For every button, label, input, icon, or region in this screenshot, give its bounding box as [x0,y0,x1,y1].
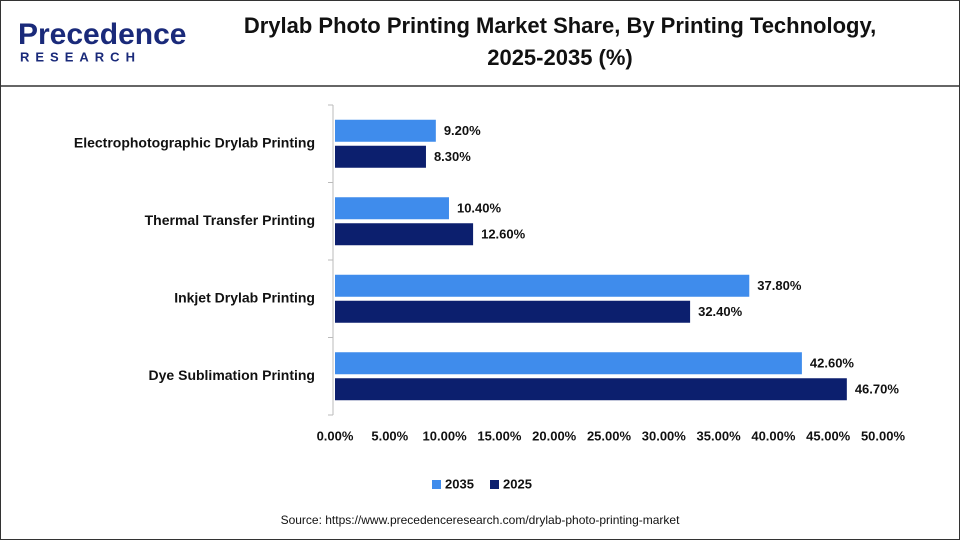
value-label: 37.80% [757,278,802,293]
bar [335,145,426,168]
y-tick-label: Inkjet Drylab Printing [174,289,315,305]
x-tick-label: 40.00% [751,428,796,443]
x-tick-label: 0.00% [317,428,354,443]
source: Source: https://www.precedenceresearch.c… [281,513,681,527]
value-label: 32.40% [698,304,743,319]
legend-swatch [432,480,441,489]
bar [335,378,847,401]
chart-title: 2025-2035 (%) [487,45,633,70]
legend-swatch [490,480,499,489]
bar [335,119,436,142]
bar [335,352,802,375]
bar [335,223,474,246]
value-label: 12.60% [481,227,526,242]
bar [335,300,691,323]
logo-name: Precedence [18,18,186,51]
x-tick-label: 5.00% [371,428,408,443]
chart-title: Drylab Photo Printing Market Share, By P… [244,13,876,38]
x-tick-label: 35.00% [697,428,742,443]
x-tick-label: 50.00% [861,428,906,443]
legend-label: 2025 [503,476,532,491]
y-tick-label: Dye Sublimation Printing [149,367,315,383]
value-label: 10.40% [457,201,502,216]
logo-tagline: RESEARCH [20,49,141,64]
value-label: 42.60% [810,356,855,371]
legend-label: 2035 [445,476,474,491]
value-label: 9.20% [444,123,481,138]
bar [335,274,750,297]
value-label: 46.70% [855,382,900,397]
bar [335,197,449,220]
x-tick-label: 30.00% [642,428,687,443]
x-tick-label: 45.00% [806,428,851,443]
value-label: 8.30% [434,149,471,164]
y-tick-label: Thermal Transfer Printing [145,212,315,228]
x-tick-label: 10.00% [423,428,468,443]
x-tick-label: 15.00% [477,428,522,443]
y-tick-label: Electrophotographic Drylab Printing [74,134,315,150]
x-tick-label: 25.00% [587,428,632,443]
x-tick-label: 20.00% [532,428,577,443]
